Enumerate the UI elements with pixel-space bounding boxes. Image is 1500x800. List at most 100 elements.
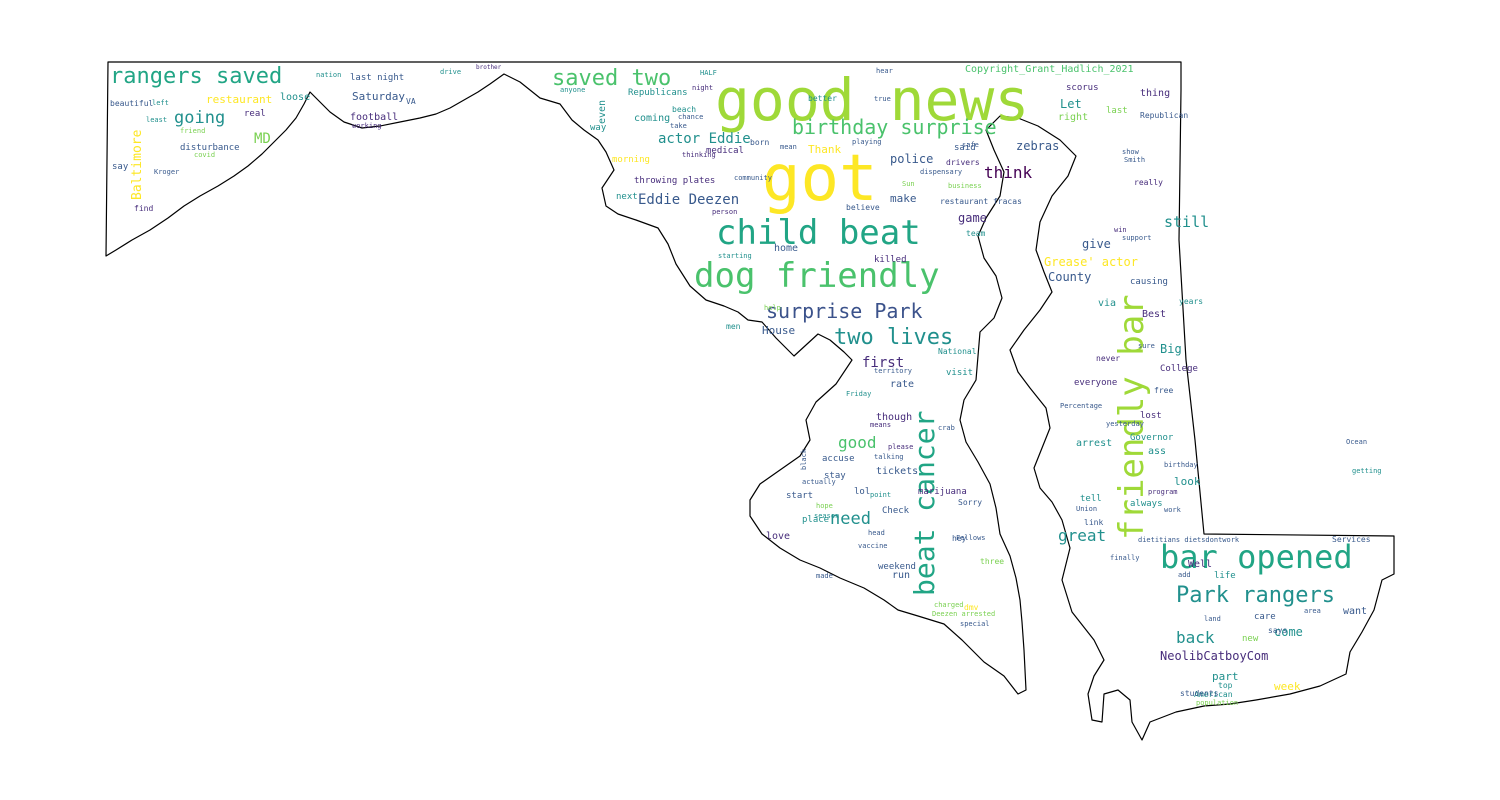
word-lol: lol	[854, 487, 870, 497]
word-lost: lost	[1140, 411, 1162, 421]
word-last-night: last night	[350, 73, 404, 83]
word-fellows: Fellows	[956, 534, 986, 542]
word-big: Big	[1160, 342, 1182, 356]
word-everyone: everyone	[1074, 378, 1117, 388]
word-actor-eddie: actor Eddie	[658, 131, 751, 147]
word-say: say	[112, 162, 129, 172]
word-show: show	[1122, 148, 1140, 156]
word-well: Well	[1188, 559, 1212, 570]
word-start: start	[786, 491, 813, 501]
word-anyone: anyone	[560, 86, 585, 94]
word-crab: crab	[938, 424, 955, 432]
word-think: think	[984, 163, 1033, 182]
word-weekend: weekend	[878, 562, 916, 572]
word-covid: covid	[194, 151, 215, 159]
word-going: going	[174, 108, 225, 128]
word-disturbance: disturbance	[180, 143, 240, 153]
word-va: VA	[406, 97, 416, 106]
word-says: says	[1268, 626, 1287, 635]
word-rate: rate	[890, 379, 914, 390]
word-let: Let	[1060, 97, 1082, 111]
word-land: land	[1204, 615, 1221, 623]
word-friday: Friday	[846, 390, 871, 398]
word-accuse: accuse	[822, 454, 855, 464]
word-want: want	[1343, 606, 1367, 617]
word-starting: starting	[718, 252, 752, 260]
word-ocean: Ocean	[1346, 438, 1367, 446]
word-person: person	[712, 208, 737, 216]
word-friend: friend	[180, 127, 205, 135]
word-american: American	[1194, 690, 1233, 699]
word-loose: loose	[280, 92, 310, 103]
word-right: right	[1058, 112, 1088, 123]
word-sorry: Sorry	[958, 498, 982, 507]
word-baltimore: Baltimore	[130, 129, 145, 200]
word-coming: coming	[634, 113, 670, 124]
word-said: said	[954, 143, 976, 153]
word-back: back	[1176, 628, 1215, 647]
word-medical: medical	[706, 146, 744, 156]
word-still: still	[1164, 213, 1209, 231]
word-birthday-surprise: birthday surprise	[792, 115, 997, 139]
maryland-outline	[105, 61, 1395, 741]
word-find: find	[134, 204, 153, 213]
word-beach: beach	[672, 105, 696, 114]
word-men: men	[726, 322, 741, 331]
word-though: though	[876, 412, 912, 423]
word-season: season	[814, 512, 839, 520]
word-services: Services	[1332, 535, 1371, 544]
word-safe: safe	[962, 141, 979, 149]
word-grease-actor: Grease' actor	[1044, 255, 1138, 269]
word-win: win	[1114, 226, 1127, 234]
word-area: area	[1304, 607, 1321, 615]
word-good: good	[838, 433, 877, 452]
word-getting: getting	[1352, 467, 1382, 475]
word-good-news: good news	[715, 66, 1029, 134]
word-vaccine: vaccine	[858, 542, 888, 550]
word-top: top	[1218, 681, 1233, 690]
word-next: next	[616, 192, 638, 202]
word-governor: Governor	[1130, 433, 1174, 443]
word-add: add	[1178, 571, 1191, 579]
word-morning: morning	[612, 155, 650, 165]
word-visit: visit	[946, 368, 973, 378]
word-means: means	[870, 421, 891, 429]
word-born: born	[750, 138, 769, 147]
word-week: week	[1274, 680, 1301, 693]
word-beat-cancer: beat cancer	[908, 411, 941, 596]
word-finally: finally	[1110, 554, 1140, 562]
word-republicans: Republicans	[628, 88, 688, 98]
word-true: true	[874, 95, 891, 103]
word-really: really	[1134, 178, 1163, 187]
word-drivers: drivers	[946, 158, 980, 167]
word-link: link	[1084, 518, 1103, 527]
word-thinking: thinking	[682, 151, 716, 159]
word-free: free	[1154, 386, 1173, 395]
word-two-lives: two lives	[834, 325, 953, 350]
word-students: students	[1180, 689, 1219, 698]
word-thank: Thank	[808, 143, 841, 156]
word-half: HALF	[700, 69, 717, 77]
word-thing: thing	[1140, 88, 1170, 99]
word-football: football	[350, 112, 398, 123]
word-place: place	[802, 515, 829, 525]
word-dmv: dmv	[964, 603, 979, 612]
word-population: population	[1196, 699, 1238, 707]
word-help: help	[764, 304, 781, 312]
word-look: look	[1174, 475, 1201, 488]
word-got: got	[762, 142, 878, 216]
word-deezen-arrested: Deezen arrested	[932, 610, 995, 618]
word-night: night	[692, 84, 713, 92]
word-arrest: arrest	[1076, 438, 1112, 449]
word-park-rangers: Park rangers	[1176, 583, 1335, 608]
word-home: home	[774, 243, 798, 254]
word-community: community	[734, 174, 772, 182]
word-mean: mean	[780, 143, 797, 151]
word-program: program	[1148, 488, 1178, 496]
word-playing: playing	[852, 138, 882, 146]
word-union: Union	[1076, 505, 1097, 513]
word-territory: territory	[874, 367, 912, 375]
word-md: MD	[254, 131, 271, 147]
word-business: business	[948, 182, 982, 190]
word-team: team	[966, 229, 985, 238]
